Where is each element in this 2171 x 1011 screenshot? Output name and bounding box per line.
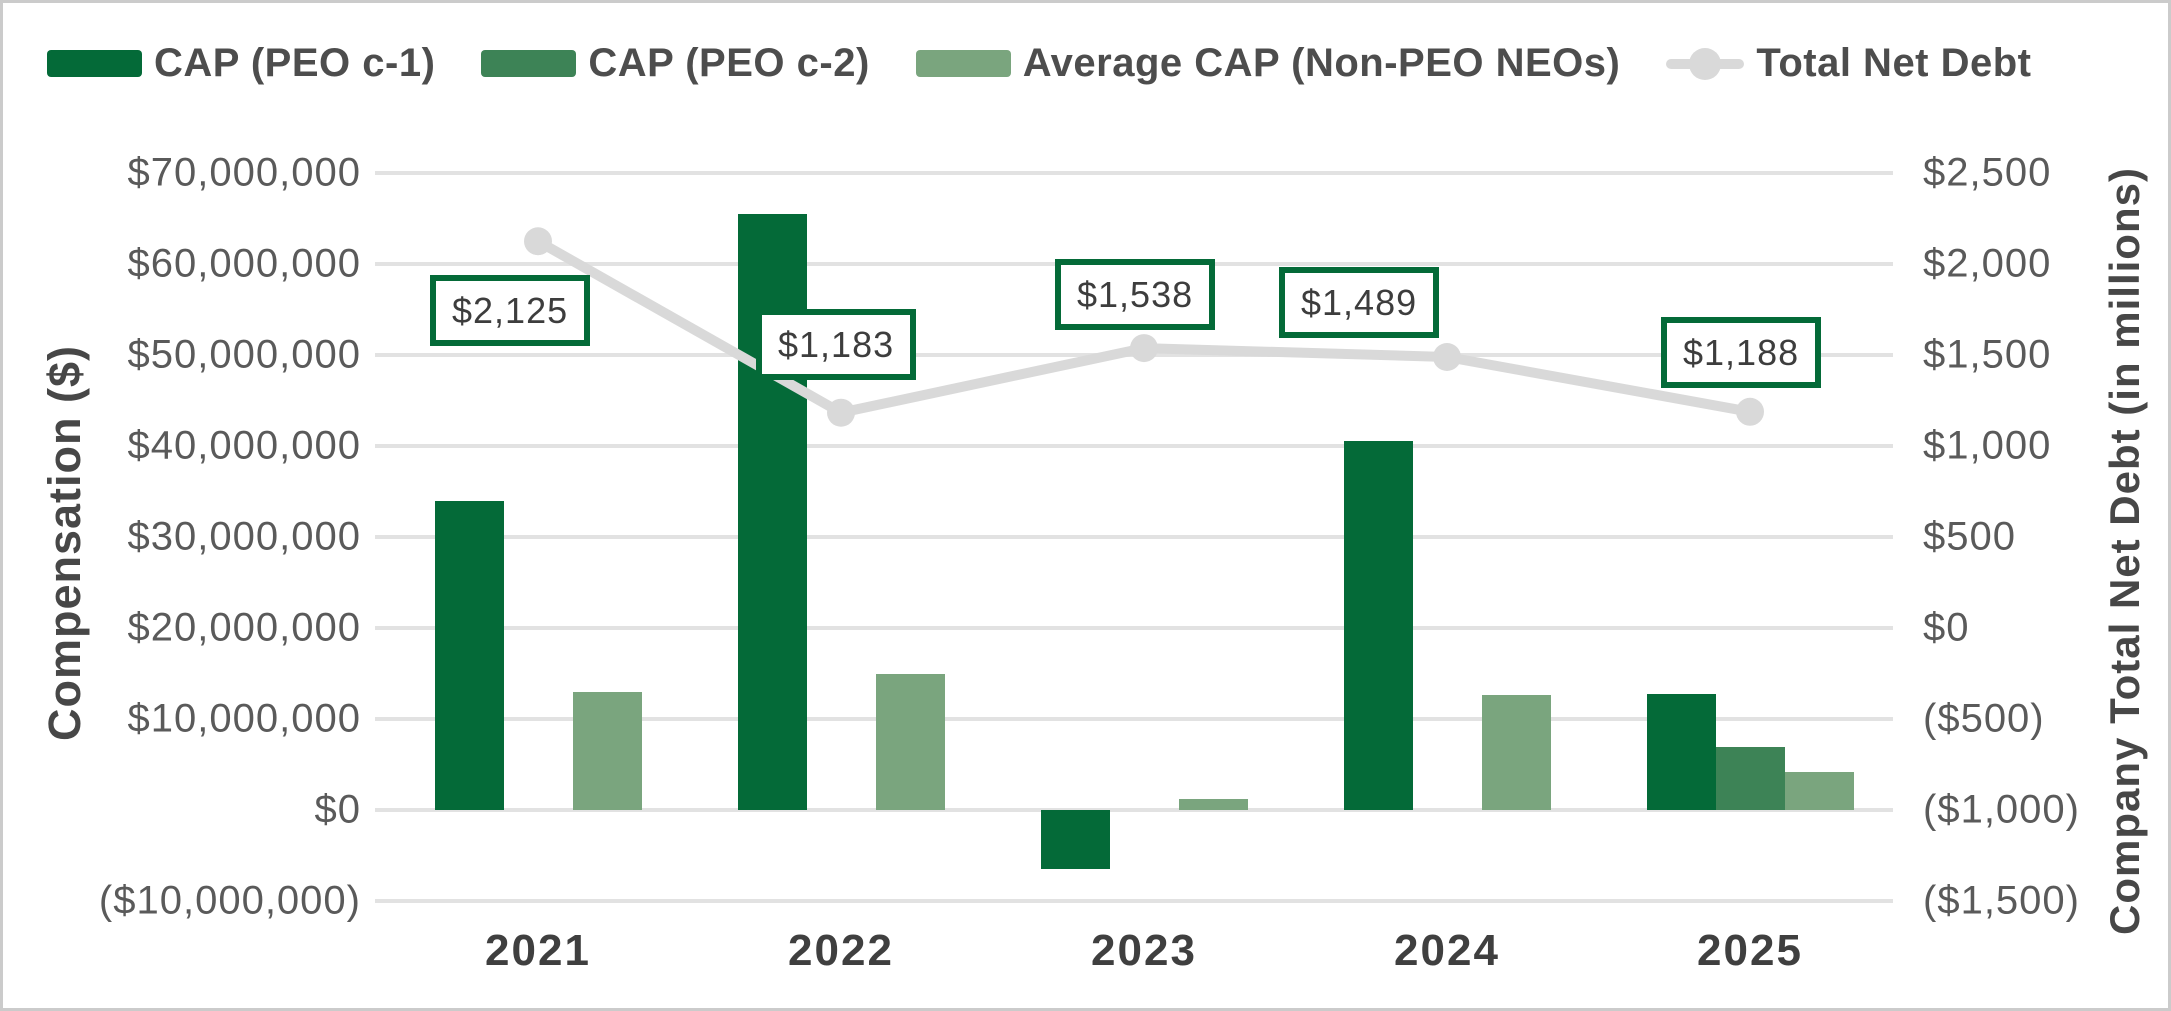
net-debt-label-2025: $1,188 <box>1661 317 1822 389</box>
right-axis-tick: ($1,000) <box>1923 787 2080 832</box>
gridline <box>375 626 1893 630</box>
net-debt-point-2022 <box>827 398 855 427</box>
bar-cap-peo-c-1--2023 <box>1040 810 1110 870</box>
gridline <box>375 535 1893 539</box>
bar-cap-peo-c-1--2024 <box>1343 441 1413 810</box>
left-axis-tick: $60,000,000 <box>127 241 361 286</box>
legend-label: CAP (PEO c-1) <box>154 41 436 85</box>
right-axis-title: Company Total Net Debt (in millions) <box>2101 167 2148 935</box>
gridline <box>375 171 1893 175</box>
right-axis-tick: $1,500 <box>1923 332 2052 377</box>
net-debt-label-2021: $2,125 <box>430 275 591 347</box>
gridline <box>375 808 1893 812</box>
left-axis-tick: ($10,000,000) <box>98 878 361 923</box>
right-axis-tick: $2,500 <box>1923 150 2052 195</box>
x-axis-label-2024: 2024 <box>1394 926 1500 975</box>
gridline <box>375 717 1893 721</box>
bar-cap-peo-c-2--2025 <box>1715 747 1785 810</box>
average-cap-swatch-icon <box>915 50 1011 77</box>
gridline <box>375 899 1893 903</box>
net-debt-point-2021 <box>524 227 552 256</box>
x-axis-label-2023: 2023 <box>1091 926 1197 975</box>
left-axis-tick: $40,000,000 <box>127 423 361 468</box>
legend-label: CAP (PEO c-2) <box>588 41 870 85</box>
right-axis-tick: ($1,500) <box>1923 878 2080 923</box>
legend-item-cap-peo-c2: CAP (PEO c-2) <box>481 41 869 86</box>
left-axis-tick: $10,000,000 <box>127 696 361 741</box>
bar-cap-peo-c-1--2021 <box>434 500 504 810</box>
left-axis-tick: $0 <box>314 787 361 832</box>
bar-average-cap-non-peo-neos--2025 <box>1784 771 1854 810</box>
x-axis-label-2021: 2021 <box>485 926 591 975</box>
cap-peo-c1-swatch-icon <box>47 50 142 77</box>
net-debt-label-2024: $1,489 <box>1279 267 1440 339</box>
left-axis-tick: $50,000,000 <box>127 332 361 377</box>
right-axis-tick: ($500) <box>1923 696 2045 741</box>
net-debt-label-2023: $1,538 <box>1055 259 1216 331</box>
right-axis-tick: $2,000 <box>1923 241 2052 286</box>
x-axis-label-2022: 2022 <box>788 926 894 975</box>
chart-legend: CAP (PEO c-1) CAP (PEO c-2) Average CAP … <box>47 41 2032 86</box>
legend-label: Total Net Debt <box>1756 41 2032 85</box>
cap-peo-c2-swatch-icon <box>481 50 577 77</box>
left-axis-tick: $20,000,000 <box>127 605 361 650</box>
legend-label: Average CAP (Non-PEO NEOs) <box>1022 41 1621 85</box>
net-debt-point-2024 <box>1433 343 1461 372</box>
gridline <box>375 444 1893 448</box>
bar-cap-peo-c-1--2025 <box>1646 694 1716 810</box>
bar-cap-peo-c-1--2022 <box>737 213 807 810</box>
net-debt-point-2023 <box>1130 334 1158 363</box>
total-net-debt-line-marker-icon <box>1666 58 1745 69</box>
right-axis-tick: $1,000 <box>1923 423 2052 468</box>
left-axis-tick: $30,000,000 <box>127 514 361 559</box>
right-axis-tick: $0 <box>1923 605 1970 650</box>
legend-item-average-cap: Average CAP (Non-PEO NEOs) <box>915 41 1621 86</box>
bar-average-cap-non-peo-neos--2022 <box>875 673 945 810</box>
left-axis-tick: $70,000,000 <box>127 150 361 195</box>
net-debt-point-2025 <box>1736 397 1764 426</box>
bar-average-cap-non-peo-neos--2024 <box>1481 695 1551 810</box>
bar-average-cap-non-peo-neos--2023 <box>1178 799 1248 810</box>
x-axis-label-2025: 2025 <box>1697 926 1803 975</box>
bar-average-cap-non-peo-neos--2021 <box>572 691 642 810</box>
legend-item-total-net-debt: Total Net Debt <box>1666 41 2031 86</box>
net-debt-label-2022: $1,183 <box>756 309 917 381</box>
legend-item-cap-peo-c1: CAP (PEO c-1) <box>47 41 435 86</box>
right-axis-tick: $500 <box>1923 514 2016 559</box>
